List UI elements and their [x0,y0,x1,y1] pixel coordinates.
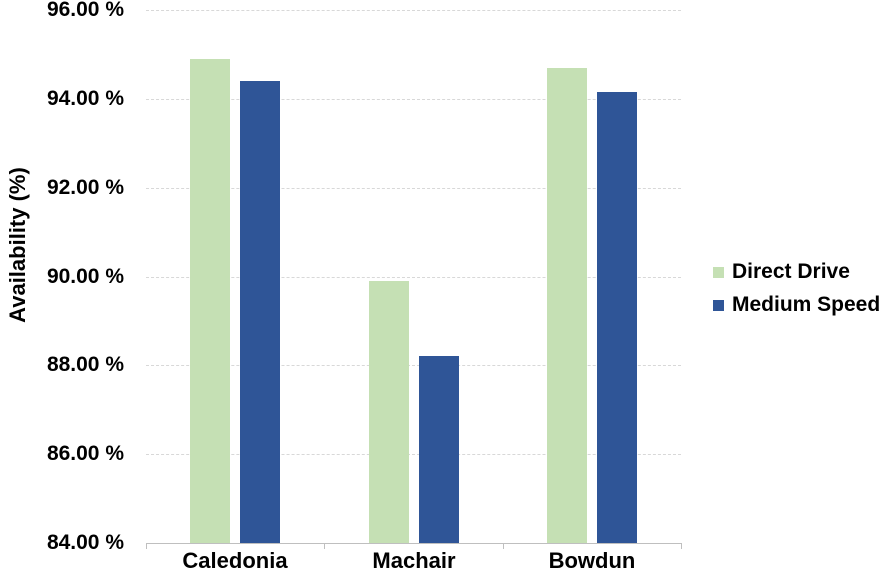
x-label-caledonia: Caledonia [182,548,288,573]
gridline [146,10,681,11]
legend: Direct Drive Medium Speed [713,260,881,327]
legend-item-direct-drive: Direct Drive [713,260,880,283]
legend-label-direct-drive: Direct Drive [732,260,850,283]
x-axis-tick [681,543,682,549]
x-axis-tick [503,543,504,549]
x-axis-line [146,543,682,544]
y-tick-label: 96.00 % [46,0,124,21]
gridline [146,454,681,456]
x-axis-tick [324,543,325,549]
y-tick-label: 86.00 % [46,442,124,466]
x-axis-tick [146,543,147,549]
y-tick-label: 92.00 % [46,175,124,199]
legend-label-medium-speed: Medium Speed [732,293,881,316]
gridline [146,276,681,278]
y-tick-label: 94.00 % [46,86,124,110]
bar-medium-speed-caledonia [240,81,280,543]
y-tick-label: 84.00 % [46,531,124,554]
x-label-machair: Machair [372,548,456,573]
bar-direct-drive-caledonia [190,58,230,543]
gridline [146,98,681,100]
y-tick-label: 90.00 % [46,264,124,288]
bar-medium-speed-machair [419,356,459,543]
bar-direct-drive-machair [369,280,409,543]
legend-item-medium-speed: Medium Speed [713,293,881,316]
legend-swatch-medium-speed [713,299,724,311]
gridline [146,365,681,367]
x-label-bowdun: Bowdun [548,548,636,573]
gridline [146,187,681,189]
y-tick-label: 88.00 % [46,353,124,377]
legend-swatch-direct-drive [713,266,724,278]
bar-medium-speed-bowdun [597,92,637,543]
bar-direct-drive-bowdun [547,67,587,543]
